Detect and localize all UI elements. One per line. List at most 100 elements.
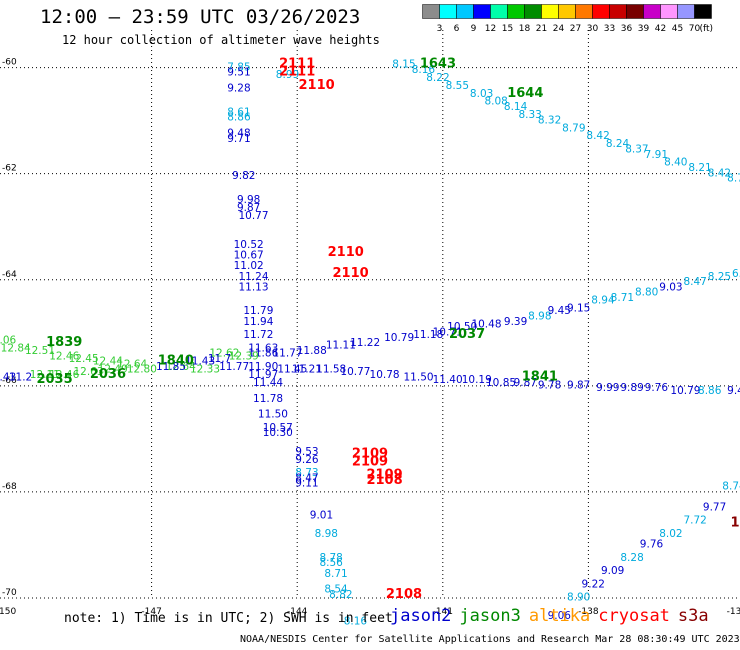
wave-height-value: 11.50 <box>258 409 288 421</box>
wave-height-value: 11.44 <box>253 377 283 389</box>
wave-height-value: 12.64 <box>117 358 147 370</box>
wave-height-value: 8.98 <box>528 311 551 323</box>
wave-height-value: 10.79 <box>384 332 414 344</box>
pass-time-label: 2108 <box>366 473 402 488</box>
wave-height-value: 8.47 <box>683 276 706 288</box>
wave-height-value: 12.39 <box>229 350 259 362</box>
wave-height-value: 8.24 <box>606 138 630 150</box>
wave-height-value: 8.47 <box>295 472 318 484</box>
wave-height-value: 8.74 <box>722 480 740 492</box>
longitude-tick-label: -144 <box>287 607 308 617</box>
footnote: note: 1) Time is in UTC; 2) SWH is in fe… <box>64 611 393 626</box>
scale-swatch <box>694 4 712 19</box>
wave-height-value: 11.79 <box>243 305 273 317</box>
wave-height-value: 8.80 <box>635 287 658 299</box>
pass-time-label: 2111 <box>279 57 315 72</box>
wave-height-value: 9.76 <box>645 382 669 394</box>
wave-height-value: 11.13 <box>238 281 268 293</box>
wave-height-value: 8.94 <box>591 295 615 307</box>
pass-time-label: 1644 <box>507 86 543 101</box>
pass-time-label: 1643 <box>420 57 456 72</box>
wave-height-value: 12.64 <box>166 361 196 373</box>
wave-height-value: 10.48 <box>471 319 501 331</box>
wave-height-value: 10.50 <box>447 321 477 333</box>
latitude-tick-label: -62 <box>2 164 17 174</box>
scale-label: 3 <box>437 24 443 34</box>
scale-label: 39 <box>638 24 650 34</box>
pass-time-label: 1735 <box>730 515 740 530</box>
wave-height-value: 12.33 <box>190 364 220 376</box>
wave-height-value: 11.78 <box>253 393 283 405</box>
wave-height-value: 8.99 <box>276 69 299 81</box>
wave-height-value: 9.28 <box>227 82 250 94</box>
wave-height-value: 8.25 <box>708 271 731 283</box>
wave-height-value: 12.63 <box>73 366 103 378</box>
scale-label: 70 <box>689 24 701 34</box>
longitude-tick-label: -138 <box>578 607 599 617</box>
wave-height-value: 8.08 <box>484 96 507 108</box>
wave-height-value: 11.11 <box>326 340 356 352</box>
wave-height-value: 9.87 <box>237 202 260 214</box>
scale-label: 27 <box>570 24 581 34</box>
wave-height-value: 12.11 <box>30 369 60 381</box>
wave-height-value: 7.91 <box>645 149 668 161</box>
wave-height-value: 10.67 <box>234 250 264 262</box>
wave-height-value: 8.82 <box>329 589 352 601</box>
wave-height-value: 11.77 <box>219 361 249 373</box>
scale-label: 45 <box>672 24 683 34</box>
wave-height-value: 12.84 <box>1 342 31 354</box>
wave-height-value: 9.01 <box>310 509 333 521</box>
latitude-tick-label: -68 <box>2 482 17 492</box>
wave-height-value: 11.50 <box>404 372 434 384</box>
wave-height-value: 9.87 <box>567 379 590 391</box>
wave-height-value: 11.58 <box>316 364 346 376</box>
wave-height-value: 8.42 <box>586 130 609 142</box>
axis-ticks: -150 -147 -144 -141 -138 -13 -60 -62 -64 -66 -68 -7… <box>0 58 740 617</box>
wave-height-value: 7.72 <box>683 515 706 527</box>
wave-height-value: 9.06 <box>548 610 572 622</box>
pass-time-label: 2035 <box>36 372 72 387</box>
wave-height-value: 10.19 <box>462 374 492 386</box>
wave-height-value: 9.78 <box>538 379 561 391</box>
wave-height-value: 9.44 <box>727 385 740 397</box>
pass-time-label: 2109 <box>366 468 402 483</box>
wave-height-value: 11.86 <box>248 348 278 360</box>
scale-label: 33 <box>604 24 615 34</box>
wave-height-value: 8.16 <box>344 616 368 628</box>
wave-height-value: 9.87 <box>514 377 537 389</box>
wave-height-value: 12.46 <box>49 350 79 362</box>
wave-height-value: 8.61 <box>227 106 250 118</box>
wave-height-value: 8.78 <box>319 552 342 564</box>
wave-height-value: 12.06 <box>0 334 16 346</box>
wave-height-value: 9.76 <box>640 539 664 551</box>
wave-height-value: 8.86 <box>698 385 722 397</box>
longitude-tick-label: -147 <box>141 607 161 617</box>
pass-time-label: 2108 <box>386 587 422 602</box>
wave-height-value: 9.99 <box>596 382 619 394</box>
wave-height-color-scale: 3 6 9 12 15 18 21 24 27 30 33 36 39 42 45 70 (ft) <box>422 4 713 34</box>
wave-height-value: 12.45 <box>69 353 99 365</box>
latitude-tick-label: -60 <box>2 58 17 68</box>
grid-lines <box>0 30 740 599</box>
wave-height-value: 11.7 <box>208 353 231 365</box>
scale-label: 12 <box>485 24 496 34</box>
wave-height-value: 11.43 <box>185 356 215 368</box>
legend-s3a: s3a <box>677 606 709 626</box>
wave-height-value: 8.54 <box>324 584 348 596</box>
scale-label: 9 <box>471 24 477 34</box>
wave-height-value: 8.98 <box>315 528 338 540</box>
wave-height-value: 6.11 <box>732 268 740 280</box>
scale-unit: (ft) <box>699 24 713 34</box>
scale-label: 42 <box>655 24 666 34</box>
longitude-tick-label: -141 <box>433 607 453 617</box>
wave-height-value: 11.85 <box>156 361 186 373</box>
scale-label: 15 <box>502 24 513 34</box>
map-title: 12:00 — 23:59 UTC 03/26/2023 <box>40 6 361 28</box>
wave-height-value: 9.98 <box>237 194 260 206</box>
wave-height-value: 8.16 <box>412 64 436 76</box>
wave-height-value: 10.77 <box>340 366 370 378</box>
wave-height-value: 8.15 <box>392 59 415 71</box>
wave-height-value: 11.45 <box>277 364 307 376</box>
wave-height-value: 8.33 <box>518 109 541 121</box>
